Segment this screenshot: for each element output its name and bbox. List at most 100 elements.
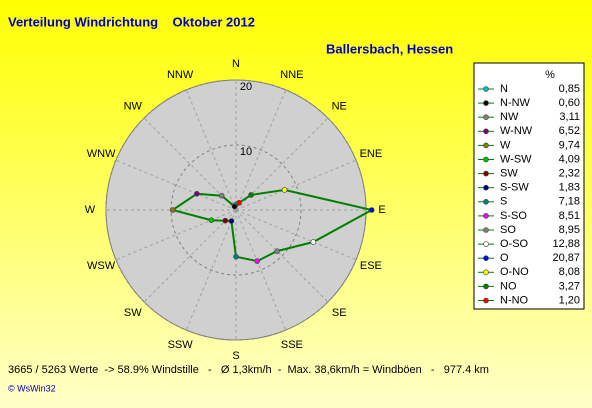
legend-name: W-SW	[500, 153, 532, 165]
axis-label: NW	[124, 101, 143, 113]
legend-value: 3,27	[559, 280, 580, 292]
legend-value: 0,60	[559, 97, 580, 109]
legend-header: %	[545, 69, 555, 81]
axis-label: NNE	[280, 69, 303, 81]
legend-marker	[483, 128, 489, 135]
radar-point	[222, 217, 229, 224]
r-tick-label: 20	[240, 81, 252, 93]
axis-label: W	[85, 204, 96, 216]
spoke	[185, 209, 237, 331]
radar-point	[254, 258, 260, 264]
spoke	[143, 117, 237, 211]
axis-label: NE	[332, 101, 347, 113]
legend-marker	[483, 86, 489, 92]
legend-marker	[483, 269, 489, 276]
legend-value: 20,87	[552, 252, 580, 264]
legend-value: 8,08	[559, 266, 580, 278]
legend-marker	[483, 283, 489, 290]
spoke	[235, 209, 287, 331]
legend-name: N	[500, 83, 508, 95]
legend-value: 2,32	[559, 168, 580, 180]
spoke	[235, 159, 357, 211]
legend-name: NO	[500, 280, 517, 292]
legend-marker	[483, 255, 489, 262]
spoke	[185, 89, 237, 211]
radar-point	[274, 248, 280, 254]
spoke	[115, 209, 237, 261]
legend-name: SO	[500, 224, 516, 236]
legend-value: 4,09	[559, 153, 580, 165]
legend-name: O-SO	[500, 238, 529, 250]
legend-marker	[483, 142, 489, 149]
axis-label: ENE	[360, 148, 383, 160]
axis-label: N	[232, 58, 240, 70]
radar-point	[368, 207, 375, 213]
spoke	[235, 89, 287, 211]
legend-name: N-NO	[500, 294, 529, 306]
legend-name: NW	[500, 111, 519, 123]
legend-name: O-NO	[500, 266, 529, 278]
r-tick-label: 10	[240, 146, 252, 158]
radar-point	[218, 192, 225, 199]
legend-marker	[483, 184, 489, 191]
legend-marker	[483, 114, 489, 120]
radar-point	[208, 217, 215, 223]
credit: © WsWin32	[8, 383, 56, 393]
legend-value: 9,74	[559, 139, 580, 151]
radar-point	[310, 239, 317, 245]
axis-label: SE	[332, 307, 347, 319]
legend-marker	[483, 156, 489, 163]
legend-name: O	[500, 252, 509, 264]
legend-marker	[483, 227, 489, 233]
radar-point	[281, 187, 288, 193]
legend-marker	[483, 297, 489, 304]
grid-circle	[170, 144, 302, 276]
legend-value: 0,85	[559, 83, 580, 95]
legend-marker	[483, 100, 489, 106]
legend-name: S-SO	[500, 210, 527, 222]
legend-name: S	[500, 196, 507, 208]
axis-label: SW	[124, 307, 142, 319]
radar-point	[169, 207, 176, 213]
legend-box	[473, 62, 585, 310]
spoke	[143, 209, 237, 303]
axis-label: WNW	[87, 148, 116, 160]
legend-value: 1,20	[559, 294, 580, 306]
axis-label: SSW	[168, 339, 194, 351]
radar-point	[248, 192, 254, 198]
legend-name: S-SW	[500, 182, 529, 194]
legend-marker	[483, 170, 489, 177]
legend-value: 3,11	[559, 111, 580, 123]
radar-point	[233, 253, 239, 260]
chart-subtitle: Ballersbach, Hessen	[326, 41, 453, 56]
legend-value: 6,52	[559, 125, 580, 137]
axis-label: SSE	[281, 339, 303, 351]
axis-label: S	[232, 350, 239, 362]
radar-point	[228, 218, 235, 224]
spoke	[235, 117, 329, 211]
legend-name: W	[500, 139, 511, 151]
chart-title: Verteilung Windrichtung Oktober 2012	[8, 14, 255, 29]
legend-value: 7,18	[559, 196, 580, 208]
legend-marker	[483, 213, 489, 219]
radar-point	[194, 190, 200, 197]
spoke	[235, 209, 329, 303]
axis-label: WSW	[87, 260, 116, 272]
legend-value: 8,95	[559, 224, 580, 236]
axis-label: E	[378, 204, 385, 216]
legend-value: 8,51	[559, 210, 580, 222]
axis-label: ESE	[360, 260, 382, 272]
grid-circle	[105, 79, 367, 341]
radar-point	[236, 199, 242, 206]
legend-marker	[483, 241, 489, 247]
footer: 3665 / 5263 Werte -> 58.9% Windstille - …	[8, 364, 489, 376]
spoke	[115, 159, 237, 211]
legend-value: 1,83	[559, 182, 580, 194]
legend-marker	[483, 199, 489, 205]
axis-label: NNW	[167, 69, 194, 81]
radar-point	[231, 203, 238, 210]
legend-name: W-NW	[500, 125, 533, 137]
legend-value: 12,88	[552, 238, 580, 250]
